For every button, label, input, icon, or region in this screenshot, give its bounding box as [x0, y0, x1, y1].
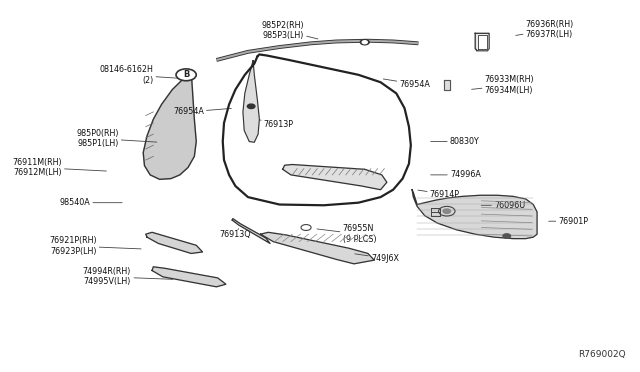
Circle shape: [248, 104, 255, 109]
Polygon shape: [243, 61, 259, 142]
Text: 76096U: 76096U: [481, 201, 525, 210]
Text: 80830Y: 80830Y: [431, 137, 480, 146]
Text: 76911M(RH)
76912M(LH): 76911M(RH) 76912M(LH): [12, 158, 106, 177]
Text: 76913P: 76913P: [260, 120, 294, 129]
Text: 76914P: 76914P: [418, 190, 460, 199]
Text: 76955N
(9 PLCS): 76955N (9 PLCS): [317, 224, 376, 244]
Text: 76913Q: 76913Q: [220, 229, 251, 239]
Circle shape: [362, 41, 367, 44]
Text: 98540A: 98540A: [60, 198, 122, 207]
Polygon shape: [412, 190, 537, 238]
Text: 76954A: 76954A: [383, 79, 430, 89]
Polygon shape: [444, 80, 450, 90]
Polygon shape: [146, 232, 202, 253]
Text: 76933M(RH)
76934M(LH): 76933M(RH) 76934M(LH): [472, 76, 534, 95]
Text: 74994R(RH)
74995V(LH): 74994R(RH) 74995V(LH): [83, 267, 173, 286]
Polygon shape: [477, 35, 486, 49]
Text: 76936R(RH)
76937R(LH): 76936R(RH) 76937R(LH): [516, 20, 574, 39]
Polygon shape: [283, 164, 387, 190]
Text: 985P2(RH)
985P3(LH): 985P2(RH) 985P3(LH): [261, 20, 318, 40]
Text: R769002Q: R769002Q: [578, 350, 625, 359]
Polygon shape: [152, 267, 226, 287]
Circle shape: [360, 39, 369, 45]
Text: 76901P: 76901P: [548, 217, 589, 226]
Polygon shape: [232, 219, 270, 243]
Polygon shape: [143, 71, 196, 179]
Text: 76921P(RH)
76923P(LH): 76921P(RH) 76923P(LH): [49, 236, 141, 256]
Text: 76954A: 76954A: [173, 108, 231, 116]
Text: 985P0(RH)
985P1(LH): 985P0(RH) 985P1(LH): [76, 129, 157, 148]
Circle shape: [176, 69, 196, 81]
Text: 74996A: 74996A: [431, 170, 481, 179]
Polygon shape: [476, 33, 489, 51]
Text: 08146-6162H
(2): 08146-6162H (2): [99, 65, 191, 84]
Polygon shape: [260, 232, 374, 264]
Circle shape: [503, 234, 511, 238]
Text: 749J6X: 749J6X: [355, 254, 399, 263]
Text: B: B: [183, 70, 189, 79]
Circle shape: [443, 209, 451, 214]
